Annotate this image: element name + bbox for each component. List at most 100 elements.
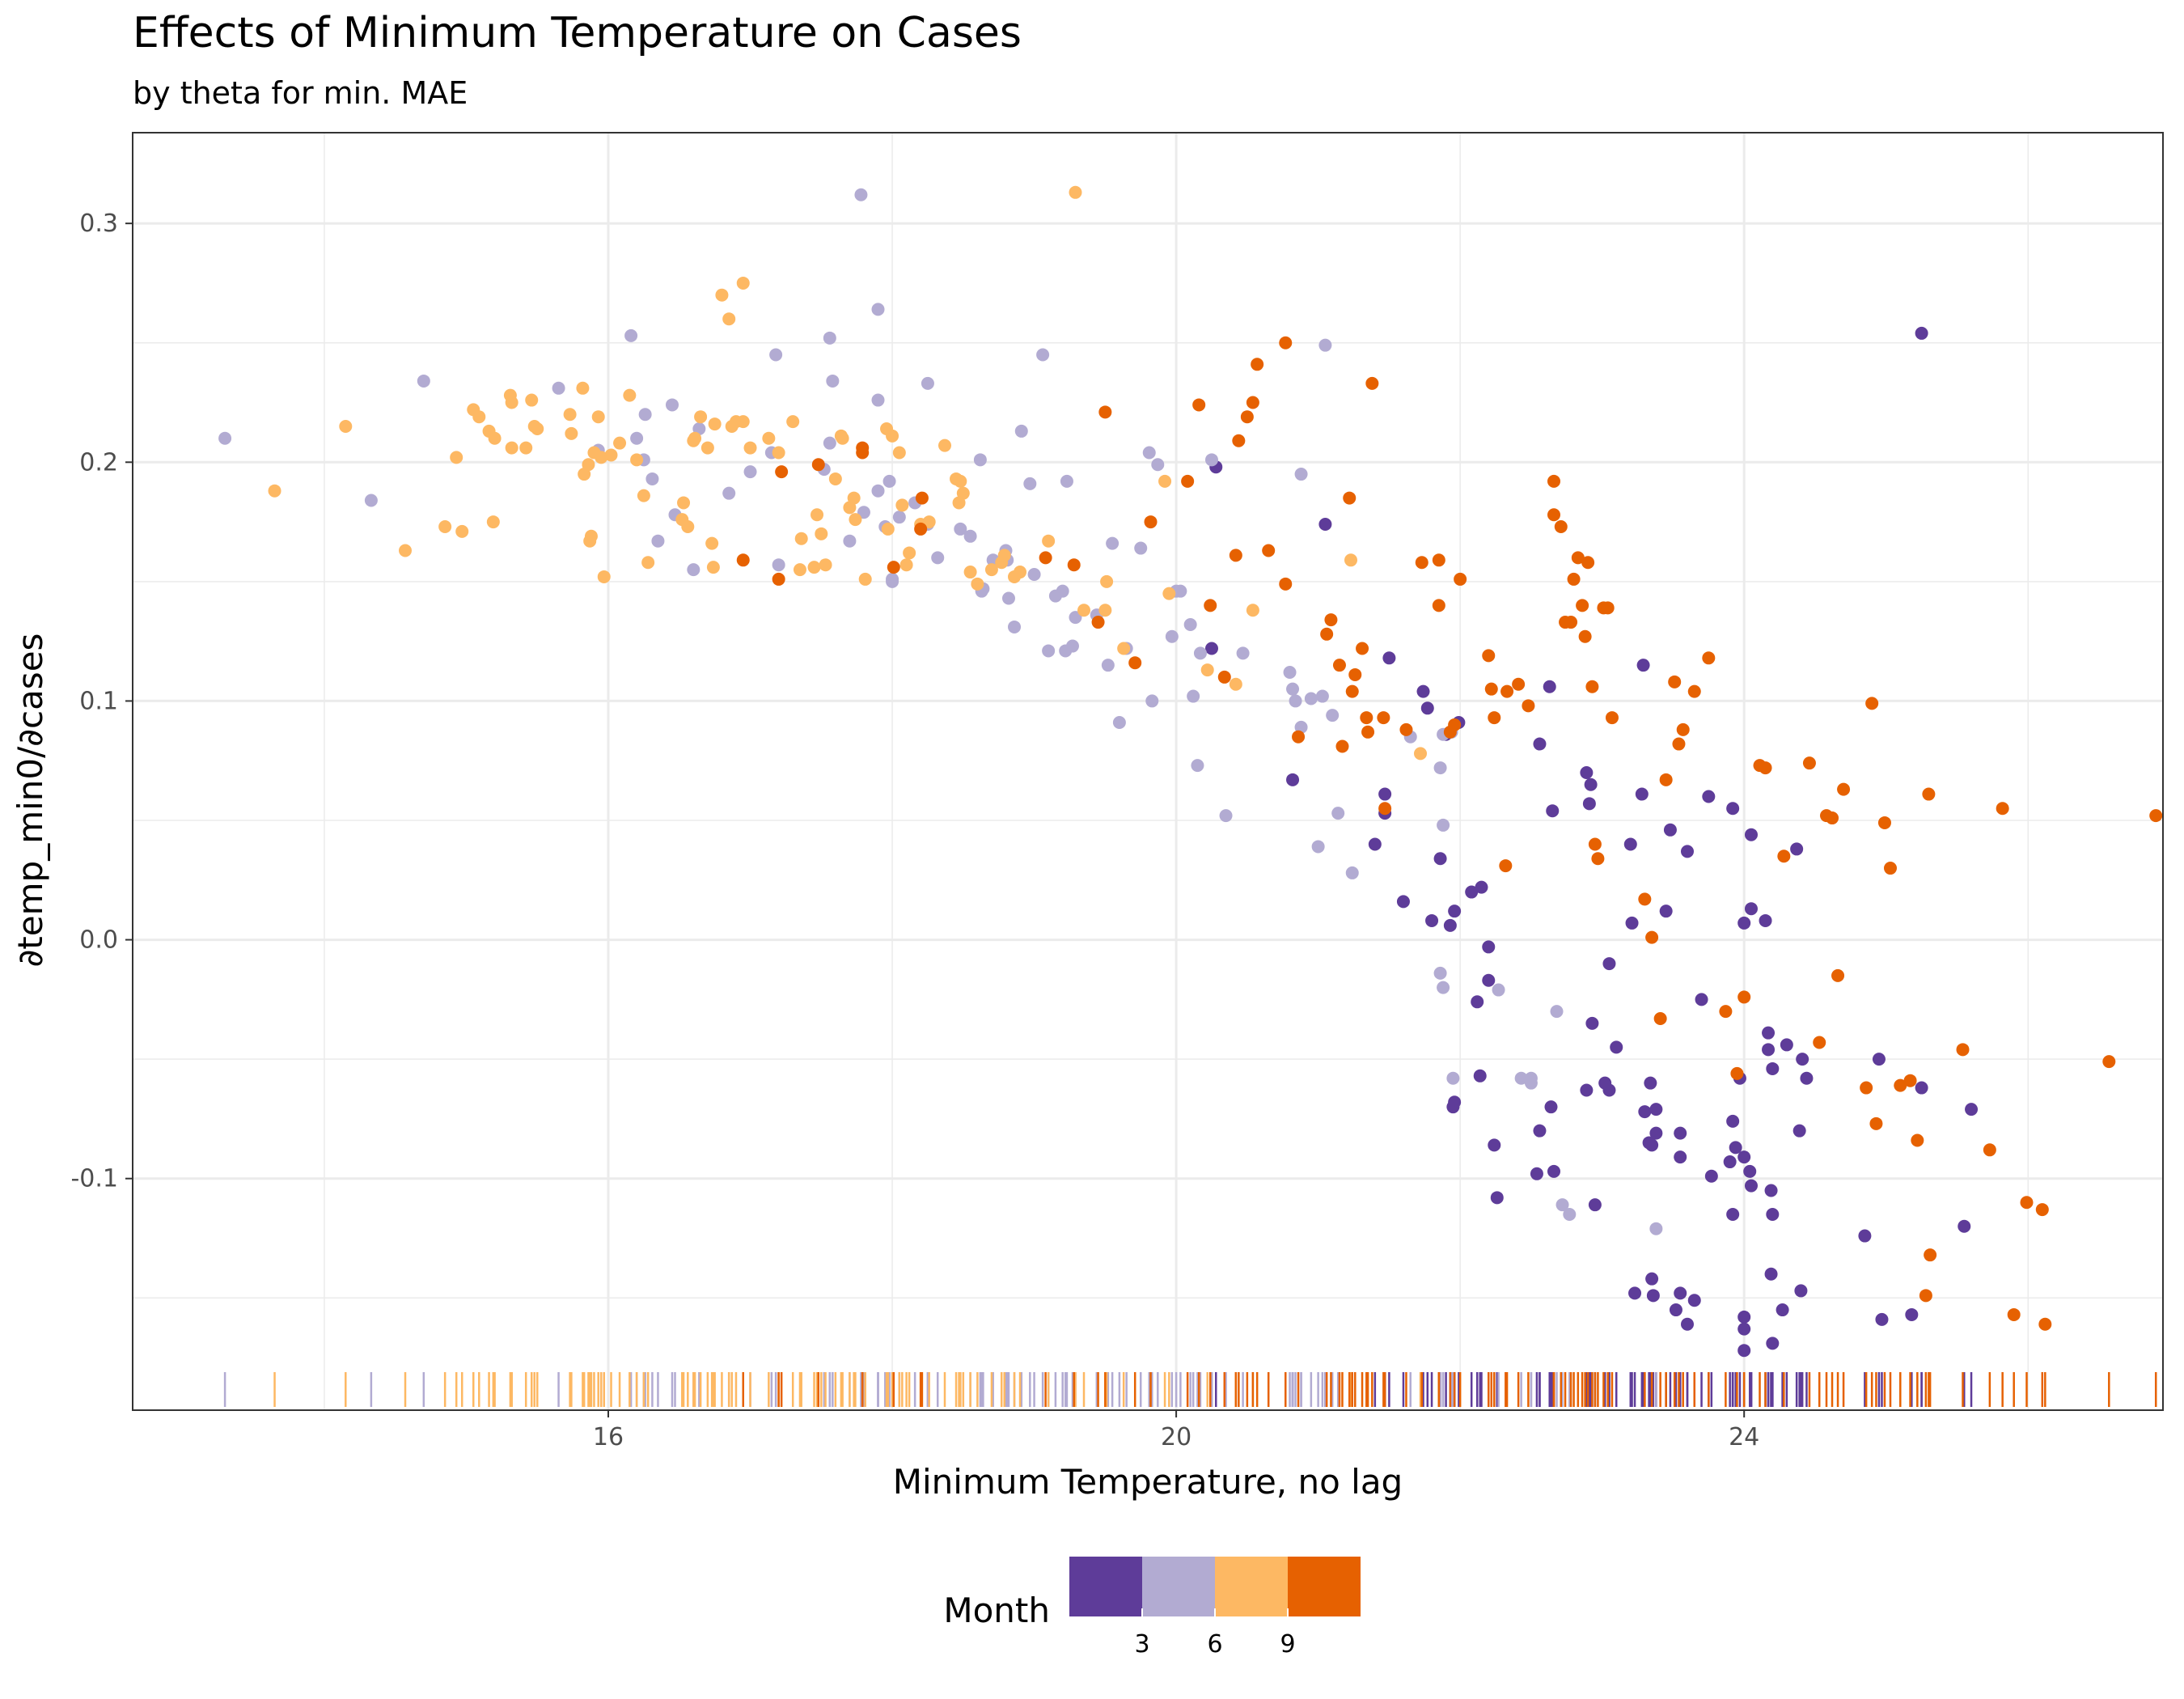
data-point	[688, 431, 702, 445]
legend-tick-label: 3	[1134, 1630, 1149, 1659]
data-point	[1286, 773, 1300, 786]
data-point	[1191, 759, 1204, 773]
data-point	[826, 374, 840, 388]
x-tick-label: 24	[1729, 1423, 1759, 1451]
data-point	[1674, 1286, 1687, 1300]
data-point	[1014, 424, 1028, 438]
data-point	[1860, 1081, 1873, 1095]
data-point	[1522, 699, 1535, 713]
data-point	[1098, 604, 1112, 617]
data-point	[1674, 1126, 1687, 1140]
data-point	[1649, 1103, 1663, 1116]
data-point	[1766, 1207, 1780, 1221]
data-point	[1584, 777, 1598, 791]
data-point	[576, 381, 590, 395]
data-point	[2102, 1055, 2116, 1069]
data-point	[811, 458, 825, 472]
data-point	[1433, 966, 1447, 980]
data-point	[1378, 802, 1392, 816]
data-point	[1484, 682, 1498, 696]
data-point	[1134, 541, 1148, 555]
data-point	[871, 484, 885, 498]
data-point	[651, 534, 665, 548]
data-point	[1128, 656, 1142, 670]
data-point	[1759, 913, 1772, 927]
y-axis: -0.1 0.0 0.1 0.2 0.3	[70, 210, 133, 1193]
data-point	[1446, 1071, 1460, 1085]
data-point	[1865, 697, 1879, 710]
data-point	[1680, 1317, 1694, 1331]
data-point	[1602, 957, 1616, 971]
data-point	[1958, 1219, 1971, 1233]
data-point	[794, 532, 808, 545]
data-point	[1546, 804, 1560, 818]
data-point	[1112, 715, 1126, 729]
data-point	[1744, 828, 1758, 841]
data-point	[1625, 916, 1639, 930]
data-point	[1744, 902, 1758, 916]
data-point	[1794, 1284, 1808, 1298]
data-point	[1181, 474, 1195, 488]
data-point	[950, 472, 963, 485]
data-point	[417, 374, 430, 388]
data-point	[1646, 1289, 1660, 1303]
data-point	[1420, 701, 1434, 715]
data-point	[552, 381, 565, 395]
data-point	[895, 498, 909, 512]
data-point	[1437, 818, 1450, 832]
data-point	[1482, 940, 1496, 954]
data-point	[1780, 1038, 1793, 1052]
data-point	[1585, 680, 1599, 693]
data-point	[971, 577, 984, 591]
data-point	[1915, 1081, 1928, 1095]
data-point	[1415, 556, 1428, 570]
data-point	[1777, 850, 1791, 863]
data-point	[952, 496, 966, 510]
data-point	[1578, 629, 1592, 643]
data-point	[1448, 718, 1462, 731]
data-point	[1996, 802, 2009, 816]
data-point	[1368, 837, 1382, 851]
data-point	[1883, 862, 1897, 875]
data-point	[881, 522, 895, 536]
data-point	[2149, 809, 2163, 823]
data-point	[1056, 584, 1069, 598]
data-point	[1580, 1083, 1594, 1097]
data-point	[1645, 1138, 1659, 1152]
data-point	[1659, 905, 1673, 918]
data-point	[1668, 675, 1682, 688]
data-point	[1183, 617, 1197, 631]
data-point	[1437, 981, 1450, 994]
data-point	[1514, 1071, 1528, 1085]
data-point	[1001, 591, 1015, 605]
data-point	[1544, 1100, 1558, 1114]
data-point	[1591, 852, 1605, 866]
data-point	[1174, 584, 1187, 598]
data-point	[1737, 1150, 1751, 1164]
data-point	[1320, 627, 1334, 641]
x-axis: 16 20 24	[593, 1410, 1759, 1451]
data-point	[963, 529, 977, 543]
data-point	[613, 436, 627, 450]
data-point	[1042, 644, 1056, 658]
data-point	[1145, 694, 1159, 708]
data-point	[1601, 601, 1615, 615]
data-point	[1922, 787, 1936, 801]
data-point	[591, 410, 605, 424]
data-point	[892, 446, 906, 460]
data-point	[1737, 916, 1751, 930]
data-point	[630, 453, 644, 467]
data-point	[472, 410, 486, 424]
data-point	[705, 536, 719, 550]
data-point	[1204, 642, 1218, 655]
data-point	[1623, 837, 1637, 851]
data-point	[1433, 852, 1447, 866]
data-point	[637, 489, 650, 502]
data-point	[823, 331, 836, 345]
data-point	[856, 441, 870, 455]
data-point	[584, 529, 598, 543]
data-point	[1446, 1100, 1460, 1114]
data-point	[1251, 358, 1264, 371]
y-tick-label: 0.2	[79, 448, 118, 477]
data-point	[843, 534, 857, 548]
